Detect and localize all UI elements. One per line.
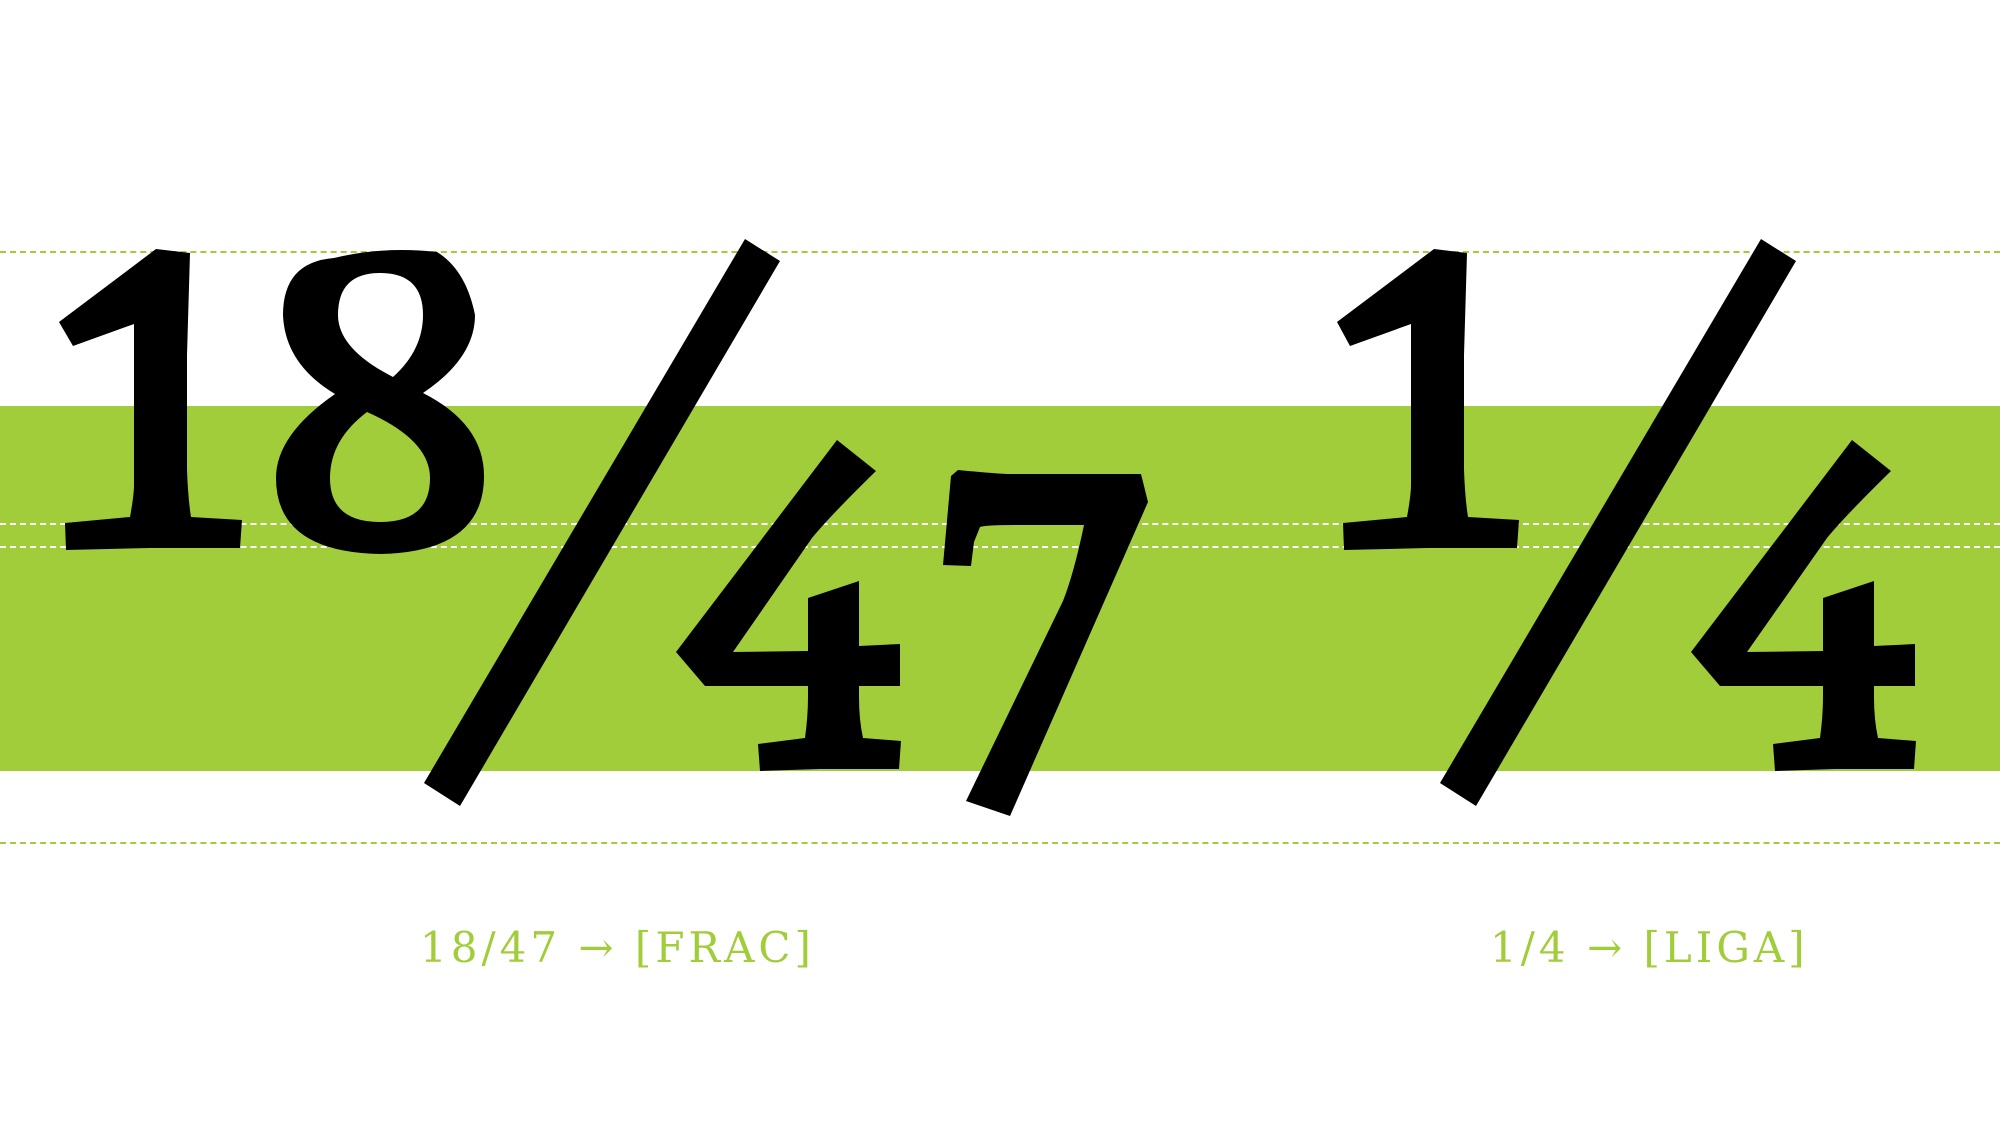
liga-caption: 1/4 → [LIGA] xyxy=(1490,923,1809,972)
liga-denominator-digit-4 xyxy=(1691,440,1916,771)
liga-slash xyxy=(1440,239,1796,806)
frac-numerator-digit-8 xyxy=(276,250,484,554)
frac-caption: 18/47 → [FRAC] xyxy=(420,923,815,972)
liga-numerator-digit-1 xyxy=(1337,249,1519,550)
descender-guide xyxy=(0,842,2000,844)
frac-denominator-digit-4 xyxy=(676,440,901,771)
frac-denominator-digit-7 xyxy=(943,470,1148,816)
fraction-midline-guide xyxy=(0,546,2000,548)
cap-height-guide xyxy=(0,251,2000,253)
frac-numerator-digit-1 xyxy=(59,249,242,550)
frac-example xyxy=(59,239,1148,816)
liga-example xyxy=(1337,239,1916,806)
frac-slash xyxy=(424,239,780,806)
